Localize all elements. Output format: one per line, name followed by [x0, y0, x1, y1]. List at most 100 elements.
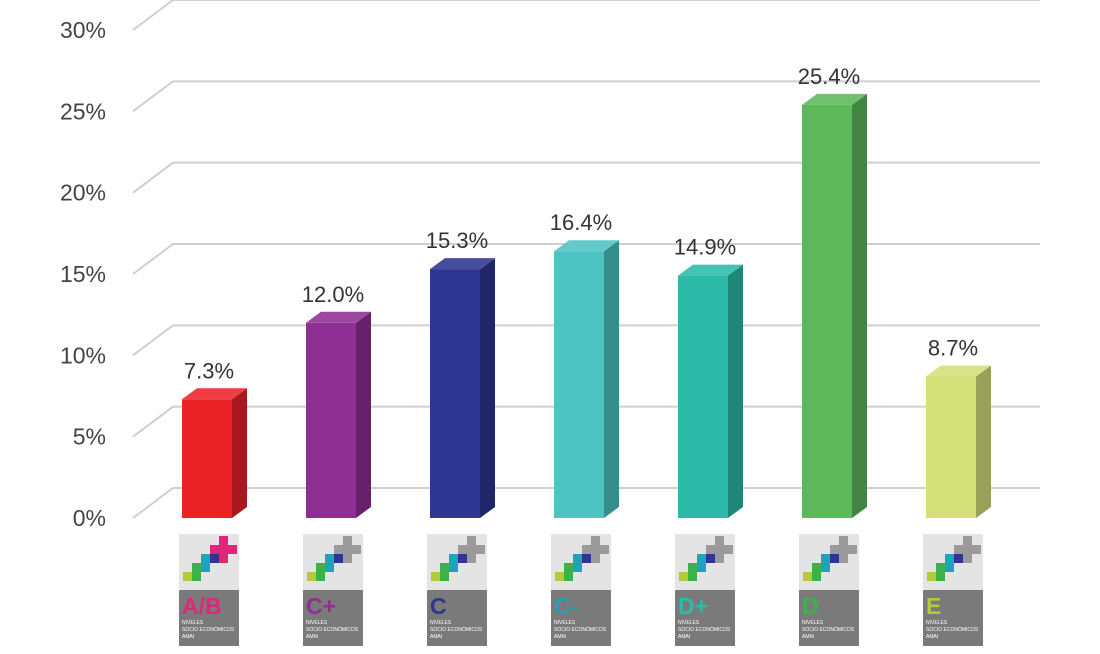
bar-side: [852, 93, 867, 519]
nse-logo-icon: [307, 536, 361, 581]
nse-logo-icon: [679, 536, 733, 581]
badge-footer: [179, 590, 239, 646]
bar-side: [728, 264, 743, 518]
badge-caption: SOCIO ECONÓMICOS: [306, 626, 359, 633]
nse-logo-icon: [803, 536, 857, 581]
y-tick-label: 0%: [73, 505, 106, 531]
badge-caption: SOCIO ECONÓMICOS: [554, 626, 607, 633]
bar: [926, 365, 991, 518]
category-label: D+: [678, 593, 708, 619]
badge-caption: NIVELES: [926, 620, 948, 626]
badge-caption: SOCIO ECONÓMICOS: [802, 626, 855, 633]
bar-front: [182, 399, 232, 518]
badge-caption: NIVELES: [802, 620, 824, 626]
data-label: 14.9%: [674, 235, 736, 260]
badge-caption: NIVELES: [306, 620, 328, 626]
bar-front: [430, 269, 480, 518]
badge-caption: NIVELES: [182, 620, 204, 626]
nse-logo-icon: [431, 536, 485, 581]
data-label: 8.7%: [928, 335, 978, 360]
category-label: D: [802, 593, 819, 619]
gridline: [132, 0, 1040, 31]
bar: [306, 311, 371, 518]
bar-side: [976, 365, 991, 518]
badge-caption: AMAI: [430, 634, 442, 640]
badge-caption: AMAI: [554, 634, 566, 640]
data-label: 25.4%: [798, 64, 860, 89]
nse-logo-icon: [183, 536, 237, 581]
bar-side: [232, 388, 247, 518]
gridline: [132, 243, 1040, 275]
y-tick-label: 15%: [60, 261, 106, 287]
bar: [554, 240, 619, 518]
bar-top: [182, 388, 247, 400]
data-label: 16.4%: [550, 210, 612, 235]
badge-footer: [923, 590, 983, 646]
badge-footer: [675, 590, 735, 646]
badge-caption: AMAI: [926, 634, 938, 640]
badge-footer: [427, 590, 487, 646]
y-tick-label: 5%: [73, 424, 106, 450]
gridline: [132, 161, 1040, 194]
badge-footer: [303, 590, 363, 646]
bar-top: [430, 258, 495, 270]
bar: [182, 388, 247, 518]
badge-caption: SOCIO ECONÓMICOS: [678, 626, 731, 633]
y-tick-label: 25%: [60, 98, 106, 124]
gridline: [132, 80, 1040, 113]
bar: [802, 93, 867, 519]
badge-caption: AMAI: [182, 634, 194, 640]
category-label: E: [926, 593, 941, 619]
badge-caption: AMAI: [678, 634, 690, 640]
category-label: C+: [306, 593, 336, 619]
bar: [678, 264, 743, 518]
gridline: [132, 405, 1040, 438]
data-label: 15.3%: [426, 228, 488, 253]
bar-top: [926, 365, 991, 377]
bar-front: [554, 251, 604, 518]
bar-front: [926, 376, 976, 518]
badge-caption: AMAI: [306, 634, 318, 640]
bar-top: [678, 264, 743, 276]
category-label: C-: [554, 593, 578, 619]
y-axis-ticks: 0% 5% 10% 15% 20% 25% 30%: [60, 17, 106, 531]
nse-logo-icon: [927, 536, 981, 581]
bar-front: [802, 104, 852, 519]
bars: [182, 93, 991, 519]
data-label: 12.0%: [302, 282, 364, 307]
badge-footer: [799, 590, 859, 646]
bar-top: [554, 240, 619, 252]
badge-caption: NIVELES: [430, 620, 452, 626]
badge-caption: SOCIO ECONÓMICOS: [182, 626, 235, 633]
gridline: [132, 324, 1040, 357]
bar-front: [306, 322, 356, 518]
data-label: 7.3%: [184, 358, 234, 383]
y-tick-label: 20%: [60, 180, 106, 206]
data-labels: 7.3% 12.0% 15.3% 16.4% 14.9% 25.4% 8.7%: [184, 64, 978, 383]
badge-caption: AMAI: [802, 634, 814, 640]
gridlines: [132, 0, 1040, 519]
category-label: A/B: [182, 593, 222, 619]
badge-footer: [551, 590, 611, 646]
bar-side: [356, 311, 371, 518]
bar-front: [678, 275, 728, 518]
badge-caption: NIVELES: [678, 620, 700, 626]
nse-logo-icon: [555, 536, 609, 581]
badge-caption: NIVELES: [554, 620, 576, 626]
badge-caption: SOCIO ECONÓMICOS: [430, 626, 483, 633]
y-tick-label: 10%: [60, 342, 106, 368]
category-label: C: [430, 593, 447, 619]
gridline: [132, 487, 1040, 519]
bar: [430, 258, 495, 518]
bar-top: [802, 93, 867, 105]
y-tick-label: 30%: [60, 17, 106, 43]
